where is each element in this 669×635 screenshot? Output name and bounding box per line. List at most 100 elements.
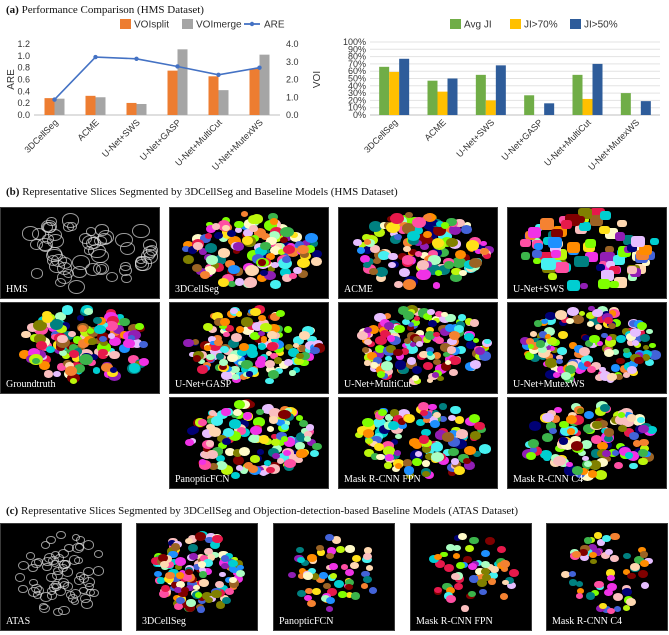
segmented-cell	[426, 353, 436, 361]
segmented-cell	[584, 461, 592, 468]
segmented-cell	[27, 348, 41, 358]
segmented-cell	[608, 323, 616, 330]
segmented-cell	[306, 424, 314, 431]
segmented-cell	[640, 445, 649, 452]
segmented-cell	[283, 326, 293, 333]
segmented-cell	[258, 330, 266, 336]
segmented-cell	[506, 581, 517, 590]
segmented-cell	[558, 436, 569, 445]
segmented-cell	[118, 344, 130, 353]
segmented-cell	[202, 322, 213, 331]
segmented-cell	[394, 433, 402, 440]
segmented-cell	[533, 320, 542, 327]
segmented-cell	[422, 411, 433, 420]
segmented-cell	[650, 237, 660, 245]
segmented-cell	[607, 608, 615, 615]
segmented-cell	[283, 233, 293, 241]
segmented-cell	[291, 436, 302, 446]
segmented-cell	[307, 439, 317, 447]
segmented-cell	[539, 218, 555, 231]
segmented-cell	[416, 418, 425, 426]
segmented-cell	[530, 353, 541, 362]
segmented-cell	[224, 260, 236, 269]
segmented-cell	[356, 331, 369, 341]
segmented-cell	[622, 347, 630, 354]
segmented-cell	[569, 342, 578, 349]
segmented-cell	[550, 415, 561, 424]
segmented-cell	[585, 592, 595, 600]
segmented-cell	[275, 418, 286, 427]
segmented-cell	[640, 333, 650, 342]
segmented-cell	[594, 406, 606, 416]
segmented-cell	[304, 431, 313, 438]
segmented-cell	[327, 588, 337, 596]
segmented-cell	[596, 340, 604, 347]
segmented-cell	[205, 536, 214, 544]
segmented-cell	[56, 325, 67, 334]
segmented-cell	[478, 351, 491, 361]
segmented-cell	[583, 537, 592, 544]
segmented-cell	[472, 337, 480, 343]
segmented-cell	[421, 445, 431, 453]
segmented-cell	[215, 580, 224, 588]
segmented-cell	[78, 325, 88, 333]
segmented-cell	[270, 433, 278, 440]
are-point	[52, 97, 57, 102]
segmented-cell	[73, 576, 84, 585]
segmented-cell	[301, 326, 314, 336]
bar-voisplit	[167, 70, 178, 115]
segmented-cell	[311, 249, 323, 258]
segmented-cell	[203, 361, 211, 368]
segmented-cell	[237, 348, 247, 357]
segmented-cell	[418, 435, 430, 444]
segmented-cell	[449, 429, 459, 437]
segmented-cell	[466, 240, 480, 251]
segmented-cell	[551, 228, 564, 239]
segmented-cell	[460, 254, 470, 262]
segmented-cell	[88, 337, 97, 345]
segmented-cell	[432, 282, 441, 289]
category-label: U-Net+GASP	[499, 117, 544, 162]
bar-avg-ji	[475, 74, 486, 115]
segmented-cell	[432, 352, 442, 360]
segmented-cell	[422, 362, 433, 371]
segmented-cell	[521, 340, 534, 350]
segmented-cell	[298, 568, 307, 575]
segmented-cell	[298, 331, 311, 341]
segmented-cell	[256, 274, 268, 283]
segmented-cell	[294, 456, 303, 464]
tile-label: Mask R-CNN C4	[552, 616, 623, 627]
segmented-cell	[607, 373, 617, 382]
segmented-cell	[475, 248, 483, 255]
segmented-cell	[477, 574, 487, 582]
segmented-cell	[384, 313, 392, 319]
segmented-cell	[561, 372, 571, 381]
segmented-cell	[206, 353, 215, 361]
segmented-cell	[463, 445, 476, 456]
segmented-cell	[556, 346, 567, 355]
segmented-cell	[138, 358, 149, 367]
segmented-cell	[393, 450, 402, 457]
segmented-cell	[184, 603, 196, 612]
segmented-cell	[26, 552, 36, 560]
segmented-cell	[184, 438, 195, 447]
segmented-cell	[233, 575, 244, 584]
segmented-cell	[643, 344, 650, 350]
segmented-cell	[127, 335, 136, 342]
segmented-cell	[458, 314, 467, 321]
segmented-cell	[390, 439, 398, 445]
segmented-cell	[27, 563, 38, 573]
segmented-cell	[305, 347, 312, 353]
segmented-cell	[300, 250, 310, 258]
segmented-cell	[88, 236, 100, 246]
segmented-cell	[360, 582, 369, 589]
segmented-cell	[444, 260, 455, 269]
segmented-cell	[484, 537, 495, 546]
segmented-cell	[576, 368, 583, 375]
segmented-cell	[358, 242, 369, 250]
segmented-cell	[84, 308, 93, 316]
segmented-cell	[604, 337, 617, 347]
segmented-cell	[52, 571, 63, 580]
segmented-cell	[558, 420, 569, 429]
segmented-cell	[205, 242, 218, 253]
